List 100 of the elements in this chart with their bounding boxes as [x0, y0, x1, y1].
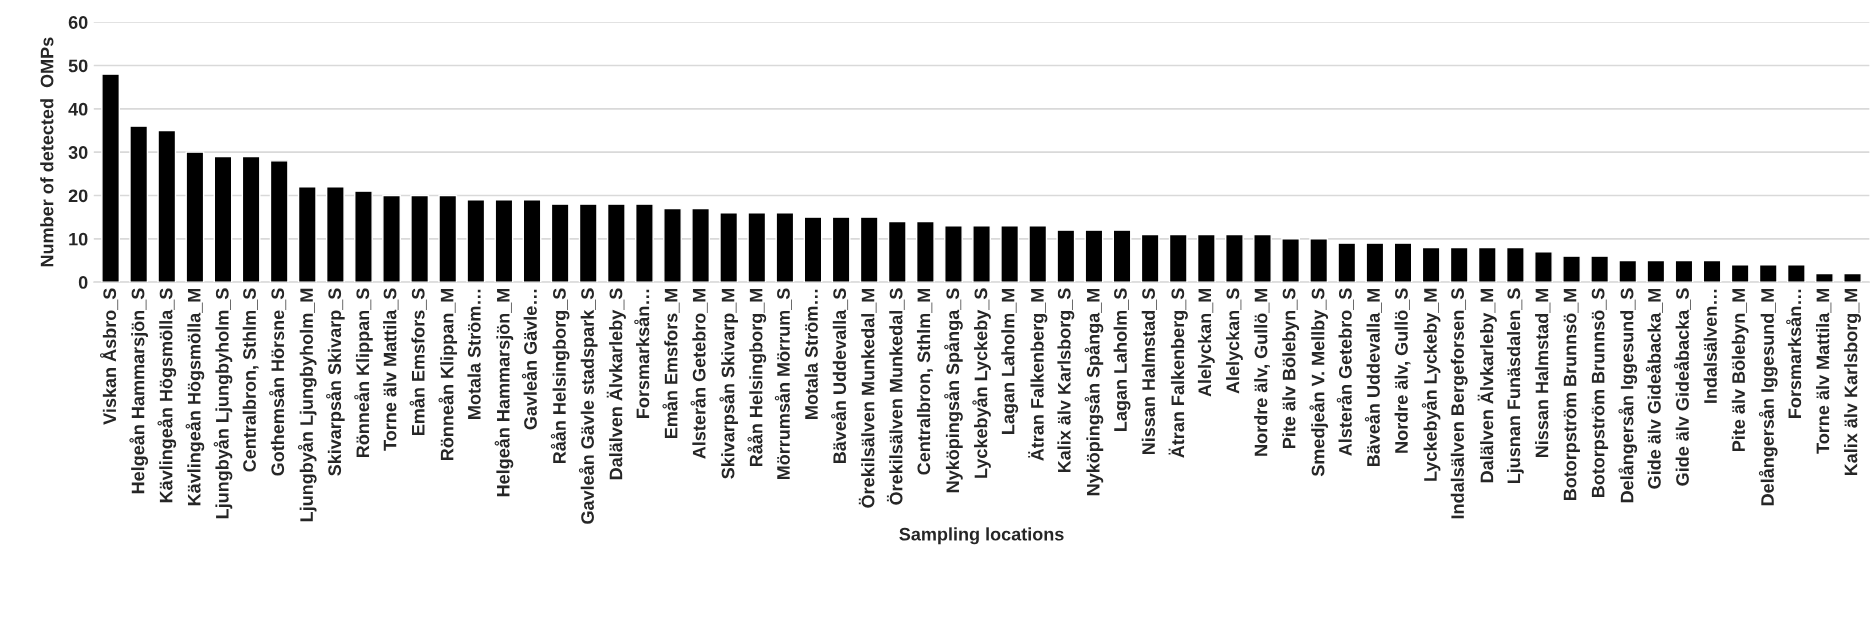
bar — [241, 155, 261, 283]
x-tick-label: Kalix älv Karlsborg_M — [1844, 288, 1861, 476]
bar — [354, 190, 373, 283]
x-tick-label: Motala Ström… — [467, 289, 481, 419]
bar — [550, 203, 570, 283]
x-tick-label: Lagan Laholm_S — [1113, 288, 1131, 431]
bar — [325, 186, 345, 283]
bar — [269, 160, 289, 283]
bar — [972, 225, 991, 283]
x-tick-label: Rönneån Klippan_M — [438, 288, 458, 460]
x-tick-label: Gide älv Gideåbacka_M — [1645, 288, 1663, 489]
bar — [382, 194, 401, 283]
x-tick-label: Nordre älv, Gullö_M — [1254, 288, 1270, 456]
x-tick-label: Gavleån Gävle… — [521, 289, 537, 430]
bar — [129, 125, 149, 283]
bar — [1309, 238, 1329, 283]
bar — [297, 186, 317, 283]
bar — [1365, 242, 1385, 283]
y-tick-label: 20 — [68, 189, 88, 203]
bar — [185, 151, 205, 283]
x-tick-label: Lyckebyån Lyckeby_S — [972, 288, 991, 478]
bar — [1618, 259, 1638, 283]
x-tick-label: Mörrumsån Mörrum_S — [774, 288, 792, 480]
bar — [1421, 246, 1441, 283]
bar — [1477, 246, 1497, 283]
bar — [1225, 233, 1244, 283]
bar — [1449, 246, 1469, 283]
bar — [1253, 233, 1272, 283]
bar — [691, 207, 711, 283]
x-tick-label: Nordre älv, Gullö_S — [1394, 288, 1411, 453]
x-tick-label: Alsterån Getebro_S — [1336, 288, 1354, 456]
bar — [606, 203, 626, 283]
bar — [1505, 246, 1525, 283]
x-tick-label: Alelyckan_M — [1197, 288, 1215, 397]
bar — [831, 216, 851, 283]
x-tick-label: Forsmarksån… — [634, 289, 650, 418]
x-tick-label: Torne älv Mattila_S — [383, 288, 399, 451]
x-tick-label: Viskan Åsbro_S — [99, 288, 119, 425]
x-tick-label: Ätran Falkenberg_M — [1028, 288, 1048, 461]
bar — [1028, 225, 1048, 283]
bar — [1140, 233, 1160, 283]
x-tick-label: Emån Emsfors_M — [662, 288, 680, 438]
bar — [719, 212, 739, 283]
bar — [1337, 242, 1357, 283]
bar — [663, 207, 682, 283]
y-tick-label: 60 — [68, 16, 88, 29]
bar — [157, 129, 177, 283]
bar — [859, 216, 879, 283]
bar — [1646, 259, 1666, 283]
x-tick-label: Råån Helsingborg_M — [747, 288, 767, 467]
y-tick-label: 50 — [68, 59, 88, 73]
bar — [1196, 233, 1216, 283]
y-axis-title: Number of detected OMPs — [40, 37, 54, 267]
bar — [410, 194, 430, 283]
x-tick-label: Helgeån Hammarsjön_S — [129, 288, 149, 494]
bar — [1786, 264, 1806, 283]
bar — [1393, 242, 1413, 283]
x-tick-label: Nyköpingsån Spånga_S — [944, 288, 963, 493]
bar — [1281, 238, 1301, 283]
bar — [213, 155, 233, 283]
bar — [494, 199, 514, 283]
x-tick-label: Gide älv Gideåbacka_S — [1673, 288, 1691, 486]
x-tick-label: Dalälven Älvkarleby_S — [606, 288, 626, 480]
x-tick-label: Pite älv Bölebyn_S — [1282, 288, 1300, 449]
x-tick-label: Centralbron, Sthlm_S — [242, 288, 259, 472]
x-tick-label: Smedjeån V. Mellby_S — [1309, 288, 1329, 477]
bar — [887, 220, 907, 283]
x-tick-label: Forsmarksån… — [1786, 289, 1802, 418]
x-tick-label: Örekilsälven Munkedal_S — [886, 288, 905, 505]
bar — [1534, 251, 1553, 283]
x-tick-label: Pite älv Bölebyn_M — [1731, 288, 1749, 452]
bar — [438, 194, 458, 283]
x-tick-label: Centralbron, Sthlm_M — [916, 288, 933, 475]
x-tick-label: Bäveån Uddevalla_M — [1364, 288, 1382, 467]
x-tick-label: Alelyckan_S — [1226, 288, 1243, 394]
bar — [944, 225, 963, 283]
x-tick-label: Nyköpingsån Spånga_M — [1084, 288, 1104, 496]
x-tick-label: Emån Emsfors_S — [409, 288, 427, 435]
bar — [101, 73, 121, 283]
bar — [635, 203, 654, 283]
x-tick-label: Ljungbyån Ljungbyholm_M — [297, 288, 317, 522]
bar — [1815, 272, 1834, 283]
bar — [1843, 272, 1862, 283]
x-tick-label: Torne älv Mattila_M — [1816, 288, 1832, 454]
x-tick-label: Gothemsån Hörsne_S — [269, 288, 287, 476]
bar — [466, 199, 486, 283]
bar — [1590, 255, 1610, 283]
x-tick-label: Lyckebyån Lyckeby_M — [1421, 288, 1441, 481]
y-tick-label: 0 — [78, 276, 88, 289]
bar — [1758, 264, 1778, 283]
x-tick-label: Motala Ström… — [804, 289, 818, 419]
x-tick-label: Skivarpsån Skivarp_S — [326, 288, 345, 476]
x-tick-label: Kalix älv Karlsborg_S — [1057, 288, 1075, 473]
bar — [1562, 255, 1581, 283]
bar — [775, 212, 795, 283]
bar — [1674, 259, 1694, 283]
x-tick-label: Nissan Halmstad_M — [1535, 288, 1551, 458]
x-tick-label: Dalälven Älvkarleby_M — [1477, 288, 1497, 483]
bar — [1702, 259, 1722, 283]
x-axis-title: Sampling locations — [899, 527, 1064, 545]
